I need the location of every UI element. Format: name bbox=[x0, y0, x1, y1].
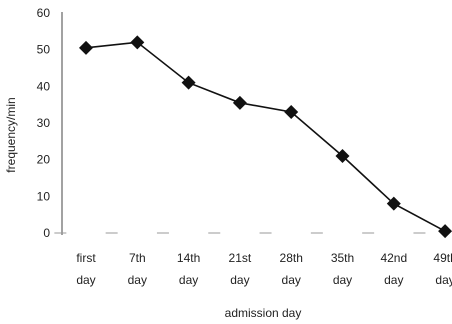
y-tick-label: 60 bbox=[37, 6, 51, 20]
x-tick-label: first day bbox=[76, 251, 96, 287]
y-tick-label: 10 bbox=[37, 189, 51, 203]
x-tick-label: 49thday bbox=[433, 251, 452, 287]
x-tick-label: 35th day bbox=[331, 251, 354, 287]
x-tick-labels: first day 7th day 14th day 21st day 28th day 35th d… bbox=[76, 251, 452, 287]
data-point bbox=[130, 35, 145, 50]
x-tick-label: 42nd day bbox=[380, 251, 407, 287]
x-tick-label: 7th day bbox=[128, 251, 147, 287]
y-tick-label: 40 bbox=[37, 79, 51, 93]
data-markers bbox=[79, 35, 452, 239]
y-tick-labels: 0 10 20 30 40 50 60 bbox=[37, 6, 51, 240]
data-point bbox=[79, 40, 93, 55]
y-tick-label: 0 bbox=[43, 226, 50, 240]
data-point bbox=[181, 75, 196, 90]
x-tick-label: 21st day bbox=[229, 251, 252, 287]
y-tick-label: 30 bbox=[37, 116, 51, 130]
data-point bbox=[232, 95, 247, 110]
data-point bbox=[438, 224, 452, 239]
y-tick-label: 20 bbox=[37, 153, 51, 167]
data-point bbox=[284, 105, 299, 119]
x-tick-label: 28th day bbox=[280, 251, 303, 287]
x-axis-title: admission day bbox=[225, 306, 302, 320]
x-tick-label: 14th day bbox=[177, 251, 200, 287]
data-point bbox=[386, 196, 401, 211]
y-tick-label: 50 bbox=[37, 43, 51, 57]
y-axis-title: frequency/min bbox=[4, 97, 18, 172]
series-line bbox=[85, 41, 446, 232]
data-point bbox=[335, 149, 350, 163]
